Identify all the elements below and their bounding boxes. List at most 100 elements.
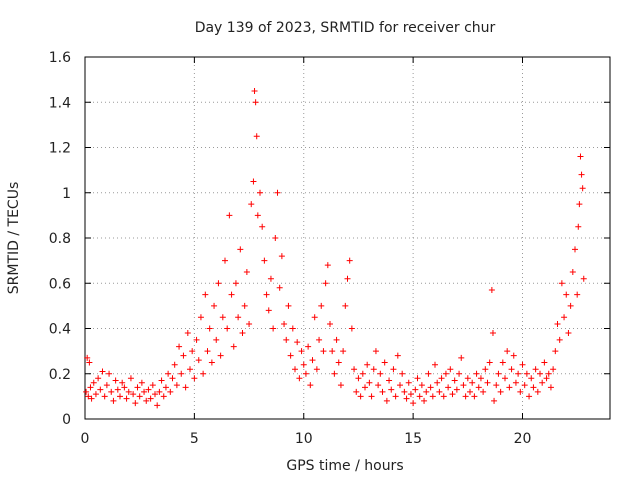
data-point [576,201,583,208]
data-point [377,370,384,377]
data-point [421,397,428,404]
data-point [554,320,561,327]
data-point [405,379,412,386]
data-point [90,379,97,386]
data-point [117,393,123,400]
data-point [84,354,91,361]
data-point [309,357,316,364]
data-point [213,336,220,343]
data-point [187,366,193,373]
data-point [241,302,248,309]
data-point [99,368,106,375]
data-point [556,336,563,343]
data-point [239,330,246,337]
data-point [250,178,257,185]
x-tick-label: 20 [514,431,532,447]
data-point [403,395,410,402]
data-point [149,382,156,389]
data-point [331,370,338,377]
data-point [379,388,386,395]
data-point [577,153,584,160]
data-point [467,388,473,395]
data-point [141,388,148,395]
data-point [200,370,207,377]
data-point [537,370,543,377]
data-point [394,352,401,359]
y-tick-label: 1.4 [49,95,71,111]
data-point [95,375,102,382]
data-point [189,348,196,355]
axis-ticks: 0 0.2 0.4 0.6 0.8 1 1.2 1.4 1.6 0 5 10 15 20 [49,50,610,447]
data-point [489,330,496,337]
data-point [106,370,113,377]
data-point [521,382,528,389]
data-point [160,393,167,400]
data-point [127,375,134,382]
data-point [320,348,327,355]
data-point [101,393,108,400]
data-point [316,336,323,343]
data-point [517,388,524,395]
data-point [235,314,242,321]
data-point [103,382,110,389]
grid [85,57,610,419]
data-point [397,382,403,389]
data-point [488,287,495,294]
data-point [270,325,277,332]
data-point [182,384,189,391]
data-point [143,397,150,404]
data-point [184,330,191,337]
y-tick-label: 1.2 [49,141,71,157]
data-point [449,391,456,398]
data-point [134,384,141,391]
data-point [565,330,572,337]
data-point [574,291,581,298]
data-point [193,336,200,343]
data-point [261,257,268,264]
data-point [416,393,423,400]
y-tick-label: 1.6 [49,50,71,66]
data-point [204,348,211,355]
data-point [230,343,237,350]
data-point [110,397,117,404]
data-point [440,393,447,400]
data-point [318,302,325,309]
data-point [541,359,548,366]
data-point [130,391,137,398]
data-point [281,320,288,327]
data-point [575,223,582,230]
data-point [274,189,281,196]
data-point [569,268,576,275]
data-point [425,370,432,377]
data-point [92,391,99,398]
data-point [407,391,414,398]
data-point [123,395,130,402]
data-point [173,382,180,389]
data-point [497,388,504,395]
data-point [418,382,425,389]
data-point [300,361,307,368]
data-point [510,352,517,359]
data-point [362,384,368,391]
data-point [267,275,274,282]
data-point [228,291,235,298]
data-point [447,366,454,373]
data-point [423,388,430,395]
data-point [445,384,452,391]
data-point [357,393,364,400]
y-tick-label: 0.8 [49,231,71,247]
data-point [136,393,143,400]
data-point [237,246,244,253]
data-point [495,370,502,377]
data-point [87,384,94,391]
data-point [484,379,491,386]
data-point [248,201,255,208]
data-point [276,284,283,291]
data-point [390,366,397,373]
data-point [169,375,176,382]
data-point [206,325,213,332]
data-point [283,336,290,343]
data-point [515,370,522,377]
data-point [219,314,226,321]
data-point [162,384,169,391]
